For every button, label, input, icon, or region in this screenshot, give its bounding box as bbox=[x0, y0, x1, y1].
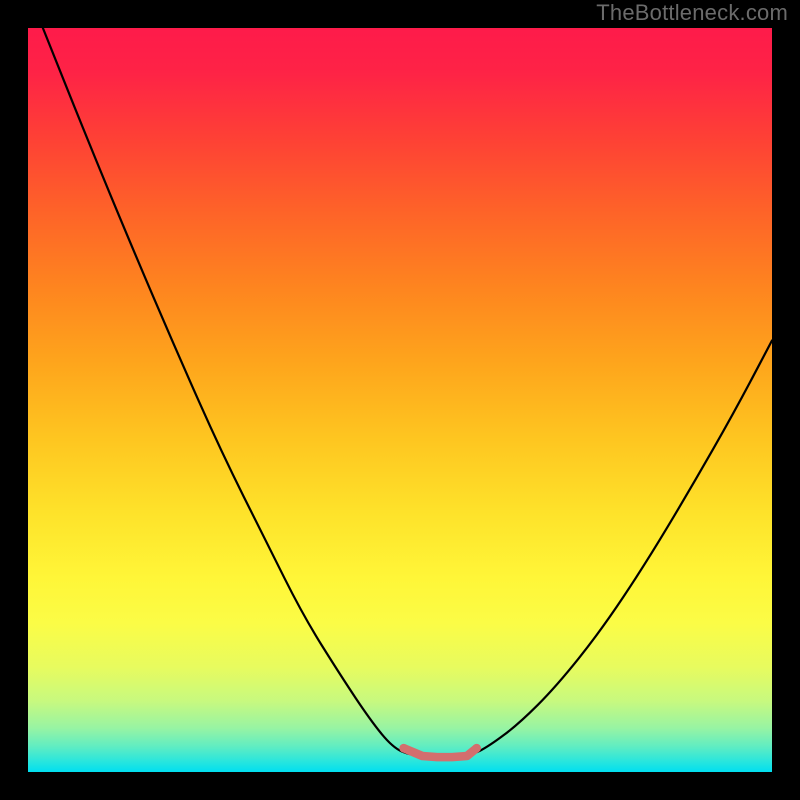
chart-svg bbox=[0, 0, 800, 800]
chart-frame: TheBottleneck.com bbox=[0, 0, 800, 800]
